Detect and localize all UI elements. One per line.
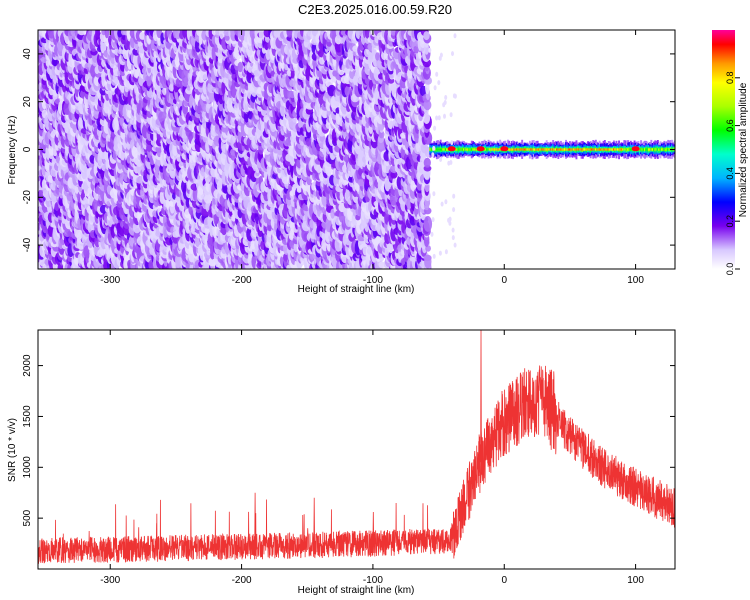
spectrogram-noise-region	[38, 30, 433, 269]
spectrogram-plot	[38, 30, 675, 269]
chart-title: C2E3.2025.016.00.59.R20	[298, 2, 452, 17]
spectrogram-noise-cell	[77, 30, 86, 36]
spectrogram-noise-cell	[104, 30, 110, 39]
